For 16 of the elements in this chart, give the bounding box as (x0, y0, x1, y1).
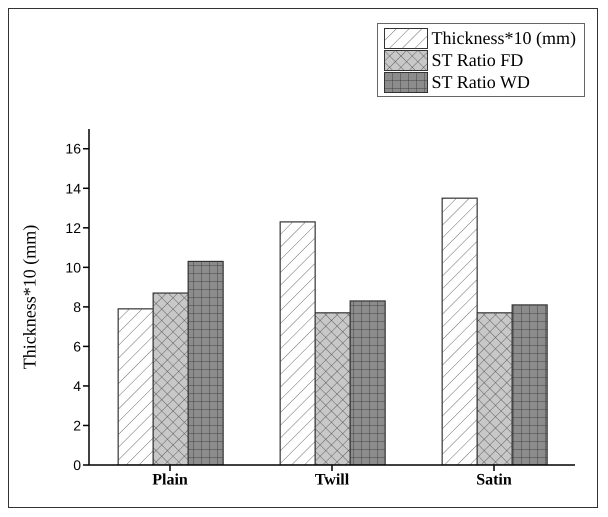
y-tick-label: 10 (65, 259, 82, 276)
legend-label: Thickness*10 (mm) (432, 27, 576, 49)
y-tick-label: 12 (65, 220, 82, 236)
y-tick-label: 6 (73, 338, 82, 354)
x-tick-label: Twill (314, 471, 350, 488)
legend-label: ST Ratio FD (432, 49, 524, 71)
legend-label: ST Ratio WD (432, 71, 530, 93)
x-tick-label: Satin (476, 471, 512, 488)
y-tick-label: 0 (73, 456, 82, 473)
x-tick-label: Plain (152, 471, 188, 488)
y-tick-label: 14 (65, 180, 82, 196)
y-tick-label: 2 (73, 417, 82, 434)
y-tick-label: 8 (73, 298, 82, 315)
y-tick-label: 4 (73, 378, 82, 394)
y-tick-label: 16 (65, 140, 82, 157)
y-axis-title: Thickness*10 (mm) (19, 224, 40, 370)
